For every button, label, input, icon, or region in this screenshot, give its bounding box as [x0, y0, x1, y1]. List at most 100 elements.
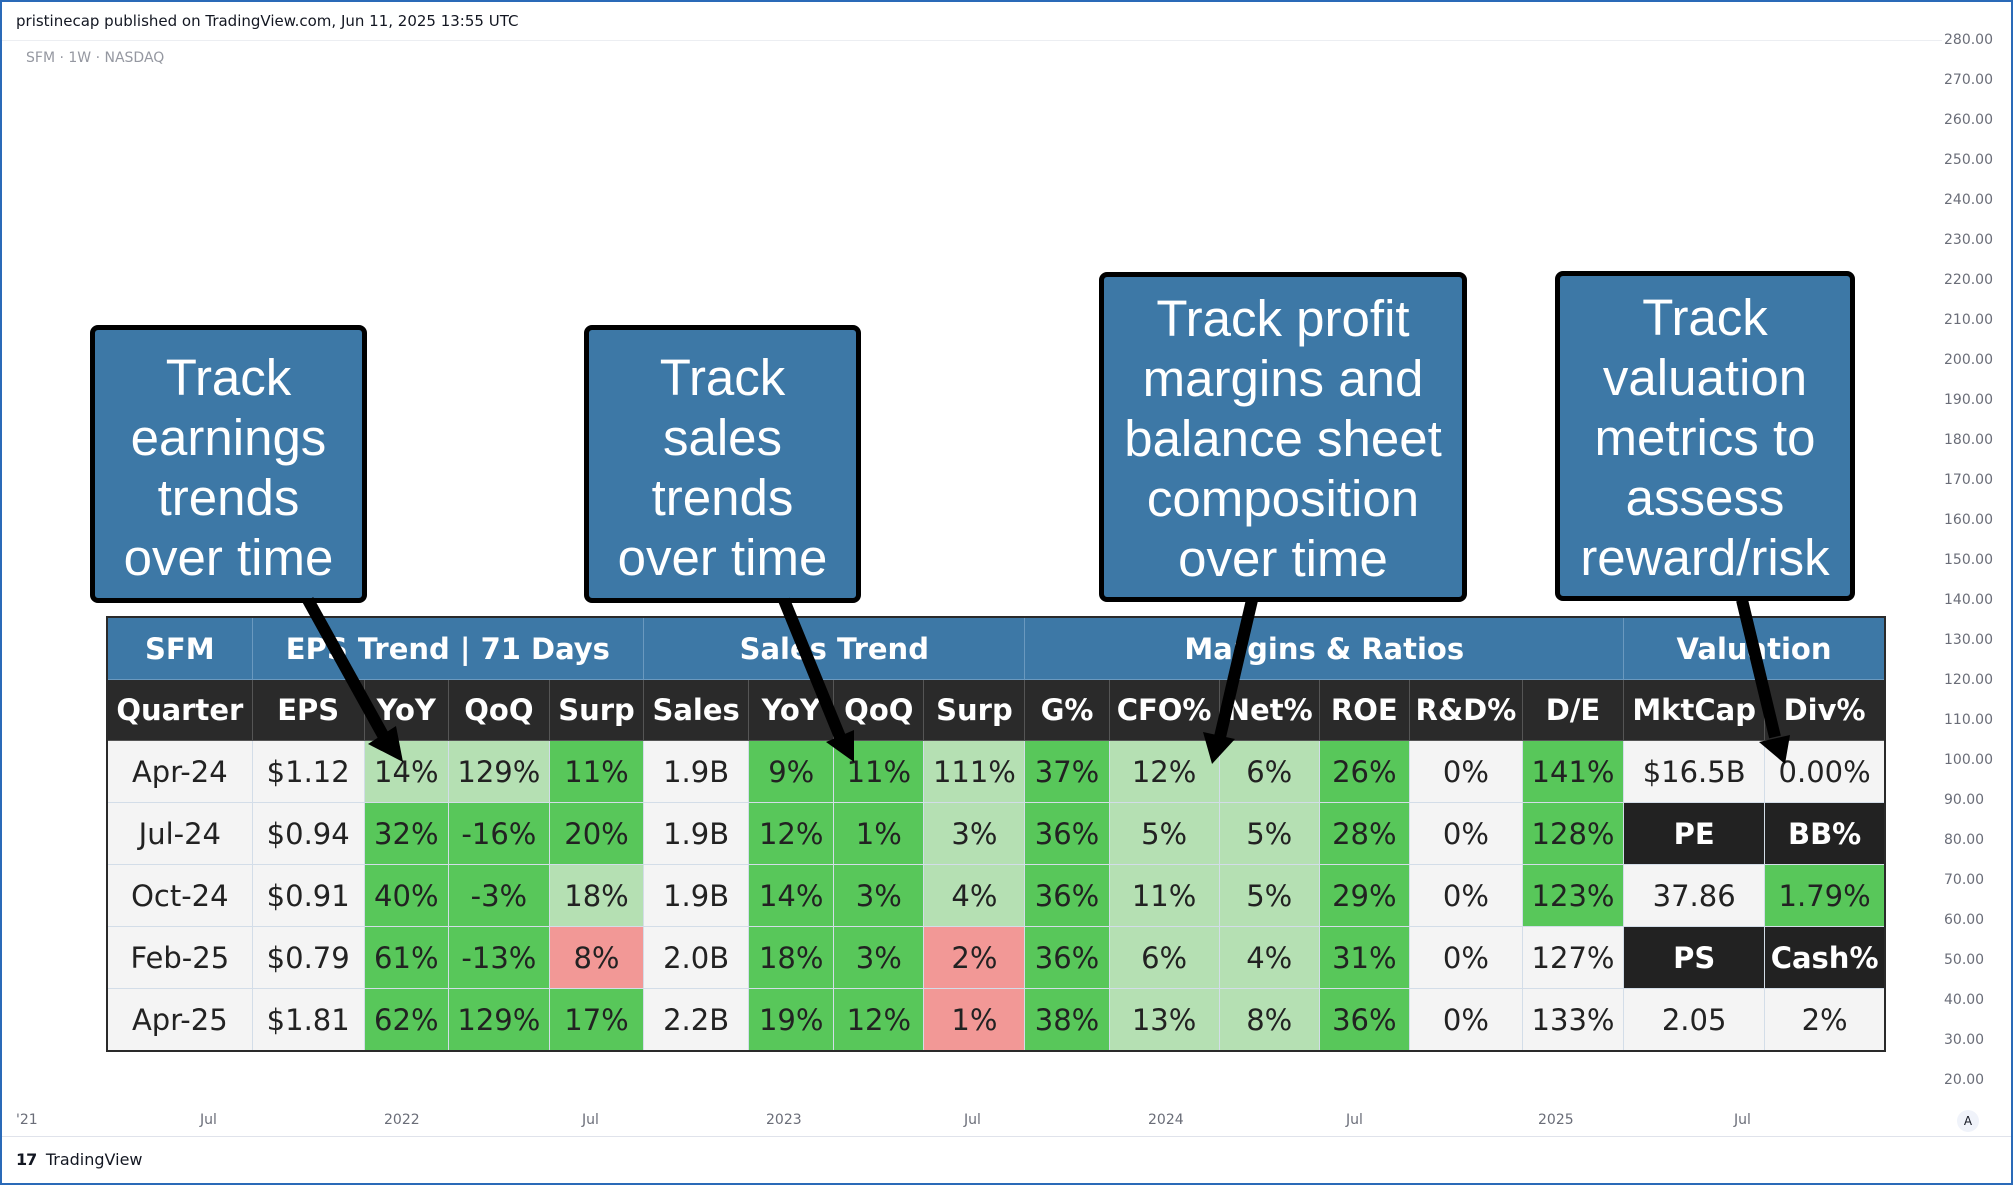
table-cell: Cash%: [1764, 926, 1886, 989]
column-header: Surp: [923, 679, 1026, 741]
table-cell: 133%: [1521, 988, 1625, 1052]
price-tick: 30.00: [1944, 1032, 1985, 1048]
table-row: Apr-24 $1.12 14% 129% 11% 1.9B 9% 11% 111% 37% 12%…: [106, 740, 1886, 803]
callout-line: trends: [651, 469, 794, 526]
table-cell: -3%: [447, 864, 550, 927]
table-cell: PE: [1623, 802, 1766, 865]
column-header: R&D%: [1408, 679, 1523, 741]
column-header: D/E: [1521, 679, 1625, 741]
price-tick: 110.00: [1944, 712, 1993, 728]
price-tick: 160.00: [1944, 512, 1993, 528]
table-cell: 129%: [447, 988, 550, 1052]
table-cell: 12%: [833, 988, 925, 1052]
price-tick: 70.00: [1944, 872, 1985, 888]
price-tick: 280.00: [1944, 32, 1993, 48]
callout-line: Track: [659, 349, 786, 406]
table-cell: 0%: [1408, 802, 1523, 865]
table-cell: 1.79%: [1764, 864, 1886, 927]
symbol-legend[interactable]: SFM · 1W · NASDAQ: [26, 50, 165, 66]
column-header: ROE: [1318, 679, 1410, 741]
callout-line: balance sheet: [1124, 410, 1442, 467]
callout-line: over time: [1178, 530, 1388, 587]
table-cell: 12%: [1108, 740, 1220, 803]
price-tick: 40.00: [1944, 992, 1985, 1008]
table-cell: 14%: [363, 740, 449, 803]
price-tick: 150.00: [1944, 552, 1993, 568]
table-cell: $0.94: [251, 802, 365, 865]
time-axis[interactable]: '21 Jul 2022 Jul 2023 Jul 2024 Jul 2025 Jul: [2, 1106, 1992, 1136]
price-tick: 240.00: [1944, 192, 1993, 208]
table-cell: 11%: [548, 740, 645, 803]
table-cell: 6%: [1218, 740, 1320, 803]
table-cell: 3%: [923, 802, 1026, 865]
time-tick: 2022: [384, 1112, 420, 1128]
price-tick: 100.00: [1944, 752, 1993, 768]
table-cell: 1.9B: [643, 864, 750, 927]
table-cell: 31%: [1318, 926, 1410, 989]
auto-scale-button[interactable]: A: [1957, 1110, 1979, 1132]
table-row: Oct-24 $0.91 40% -3% 18% 1.9B 14% 3% 4% 36% 11% 5% 2…: [106, 864, 1886, 927]
table-cell: $16.5B: [1623, 740, 1766, 803]
group-header: Margins & Ratios: [1024, 616, 1625, 680]
table-cell: 127%: [1521, 926, 1625, 989]
column-header: Div%: [1764, 679, 1886, 741]
time-tick: Jul: [1734, 1112, 1751, 1128]
table-row: Jul-24 $0.94 32% -16% 20% 1.9B 12% 1% 3% 36% 5% 5% 2…: [106, 802, 1886, 865]
table-cell: 29%: [1318, 864, 1410, 927]
table-cell: Feb-25: [106, 926, 253, 989]
price-tick: 190.00: [1944, 392, 1993, 408]
table-cell: 2.2B: [643, 988, 750, 1052]
table-cell: 3%: [833, 926, 925, 989]
table-cell: 61%: [363, 926, 449, 989]
time-tick: 2025: [1538, 1112, 1574, 1128]
table-cell: 36%: [1024, 864, 1110, 927]
callout-line: over time: [123, 529, 334, 586]
table-cell: 3%: [833, 864, 925, 927]
fundamentals-table: SFM EPS Trend | 71 Days Sales Trend Margins…: [106, 616, 1886, 1052]
column-header: YoY: [748, 679, 835, 741]
table-cell: $1.81: [251, 988, 365, 1052]
group-header: EPS Trend | 71 Days: [251, 616, 645, 680]
table-cell: 4%: [923, 864, 1026, 927]
column-header: QoQ: [447, 679, 550, 741]
table-cell: 11%: [833, 740, 925, 803]
table-cell: 11%: [1108, 864, 1220, 927]
table-cell: Jul-24: [106, 802, 253, 865]
time-tick: 2024: [1148, 1112, 1184, 1128]
table-cell: 6%: [1108, 926, 1220, 989]
table-cell: 12%: [748, 802, 835, 865]
callout-line: Track: [165, 349, 292, 406]
header-divider: [2, 40, 1942, 41]
table-cell: 2%: [923, 926, 1026, 989]
tradingview-logo-icon: 17: [16, 1150, 37, 1169]
column-header: CFO%: [1108, 679, 1220, 741]
price-axis[interactable]: 280.00 270.00 260.00 250.00 240.00 230.00 220.…: [1912, 32, 2002, 1102]
table-cell: 128%: [1521, 802, 1625, 865]
column-header: QoQ: [833, 679, 925, 741]
table-cell: 2.05: [1623, 988, 1766, 1052]
table-cell: 129%: [447, 740, 550, 803]
callout-line: assess: [1625, 469, 1785, 526]
column-header: G%: [1024, 679, 1110, 741]
time-tick: 2023: [766, 1112, 802, 1128]
table-cell: 32%: [363, 802, 449, 865]
price-tick: 270.00: [1944, 72, 1993, 88]
callout-margins: Track profit margins and balance sheet comp…: [1099, 272, 1467, 602]
price-tick: 90.00: [1944, 792, 1985, 808]
table-cell: 123%: [1521, 864, 1625, 927]
price-tick: 80.00: [1944, 832, 1985, 848]
table-cell: 36%: [1024, 802, 1110, 865]
group-header-row: SFM EPS Trend | 71 Days Sales Trend Margins…: [106, 616, 1886, 680]
tradingview-logo[interactable]: 17 TradingView: [16, 1150, 143, 1169]
callout-line: over time: [617, 529, 828, 586]
table-cell: 62%: [363, 988, 449, 1052]
table-cell: 2%: [1764, 988, 1886, 1052]
table-cell: Oct-24: [106, 864, 253, 927]
tradingview-brand: TradingView: [45, 1150, 143, 1169]
column-header-row: Quarter EPS YoY QoQ Surp Sales YoY QoQ Surp G% CFO…: [106, 679, 1886, 741]
table-cell: 2.0B: [643, 926, 750, 989]
column-header: Net%: [1218, 679, 1320, 741]
price-tick: 180.00: [1944, 432, 1993, 448]
callout-line: trends: [157, 469, 300, 526]
